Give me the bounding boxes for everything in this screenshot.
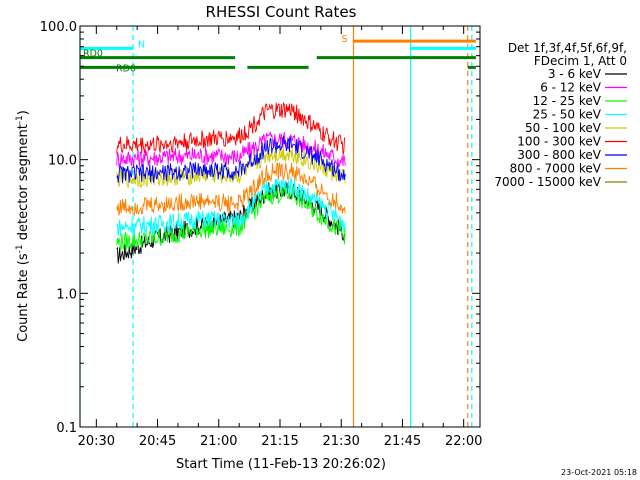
y-tick-label: 1.0 (56, 287, 77, 302)
series-line-100-300-kev (116, 102, 346, 155)
x-tick-label: 22:00 (445, 434, 482, 449)
legend-label-6-12-kev: 6 - 12 keV (540, 81, 602, 95)
state-bar-label-s: S (341, 34, 347, 45)
legend-label-50-100-kev: 50 - 100 keV (525, 121, 602, 135)
y-tick-label: 100.0 (40, 20, 77, 35)
legend-header-line-2: FDecim 1, Att 0 (534, 54, 627, 68)
x-tick-label: 21:30 (322, 434, 359, 449)
series-line-6-12-kev (116, 131, 346, 168)
y-axis-label-sup1: -1 (15, 244, 25, 253)
x-tick-label: 21:15 (261, 434, 298, 449)
state-bars: N S RD0 RD6 (80, 34, 476, 74)
y-axis-label-end: ) (16, 110, 31, 115)
series-line-300-800-kev (116, 135, 346, 183)
x-tick-label: 21:00 (200, 434, 237, 449)
state-bar-label-rd6: RD6 (116, 63, 136, 74)
series-line-25-50-kev (116, 176, 346, 237)
y-axis-label-mid: detector segment (16, 124, 31, 244)
chart-title: RHESSI Count Rates (206, 3, 357, 21)
y-axis-label-main: Count Rate (s (16, 253, 31, 342)
state-bar-label-rd0: RD0 (83, 49, 103, 60)
state-bar-label-n: N (138, 39, 145, 50)
legend-label-3-6-kev: 3 - 6 keV (548, 67, 602, 81)
x-tick-label: 20:45 (139, 434, 176, 449)
legend: Det 1f,3f,4f,5f,6f,9f, FDecim 1, Att 0 3… (494, 41, 627, 189)
x-tick-label: 20:30 (78, 434, 115, 449)
y-tick-label: 0.1 (56, 421, 77, 436)
series-line-800-7000-kev (116, 162, 346, 217)
y-axis-label: Count Rate (s-1 detector segment-1) (15, 110, 31, 342)
legend-label-7000-15000-kev: 7000 - 15000 keV (494, 175, 601, 189)
y-tick-label: 10.0 (48, 154, 77, 169)
series-lines (116, 102, 346, 264)
x-axis: 20:30 20:45 21:00 21:15 21:30 21:45 22:00 (78, 26, 482, 449)
legend-label-800-7000-kev: 800 - 7000 keV (510, 162, 602, 176)
series-line-12-25-kev (116, 184, 346, 251)
legend-label-300-800-kev: 300 - 800 keV (517, 148, 601, 162)
y-axis: 0.1 1.0 10.0 100.0 (40, 20, 480, 436)
footer-timestamp: 23-Oct-2021 05:18 (561, 468, 637, 477)
y-axis-label-sup2: -1 (15, 115, 25, 124)
legend-label-25-50-kev: 25 - 50 keV (533, 108, 602, 122)
legend-label-12-25-kev: 12 - 25 keV (533, 94, 602, 108)
legend-label-100-300-kev: 100 - 300 keV (517, 135, 601, 149)
legend-header-line-1: Det 1f,3f,4f,5f,6f,9f, (508, 41, 627, 55)
x-tick-label: 21:45 (384, 434, 421, 449)
x-axis-label: Start Time (11-Feb-13 20:26:02) (176, 457, 386, 472)
